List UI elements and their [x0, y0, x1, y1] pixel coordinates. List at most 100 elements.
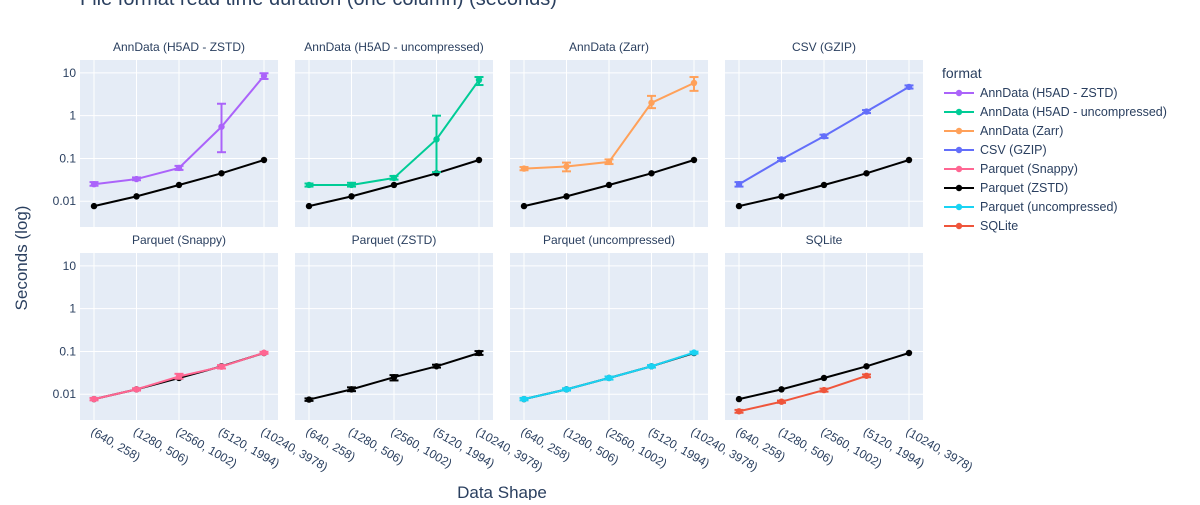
legend-label: AnnData (H5AD - uncompressed)	[980, 105, 1167, 119]
facet-panel: 0.01 0.1 1 10 AnnData (H5AD - ZSTD)	[53, 40, 278, 227]
series-point	[390, 374, 398, 381]
legend-label: Parquet (ZSTD)	[980, 181, 1068, 195]
reference-series-point	[778, 386, 785, 393]
legend-entry[interactable]: Parquet (Snappy)	[944, 162, 1078, 176]
series-point	[648, 363, 655, 370]
legend-marker-swatch	[955, 165, 963, 173]
series-point	[433, 136, 440, 143]
facet-title: AnnData (H5AD - ZSTD)	[113, 40, 245, 54]
reference-series-point	[820, 181, 828, 189]
legend-entry[interactable]: CSV (GZIP)	[944, 143, 1047, 157]
series-point	[735, 408, 743, 415]
legend-label: Parquet (Snappy)	[980, 162, 1078, 176]
reference-series-point	[735, 395, 743, 403]
legend-entry[interactable]: Parquet (ZSTD)	[944, 181, 1068, 195]
reference-series-point	[648, 170, 655, 177]
reference-series-point	[390, 181, 398, 189]
reference-series-point	[690, 156, 698, 164]
facet-panels: 0.01 0.1 1 10 AnnData (H5AD - ZSTD) AnnData (…	[53, 40, 976, 474]
series-point	[175, 373, 183, 380]
series-point	[260, 349, 268, 357]
reference-series-point	[863, 170, 870, 177]
legend-marker-swatch	[955, 127, 963, 135]
legend-label: AnnData (H5AD - ZSTD)	[980, 86, 1118, 100]
x-axis-title: Data Shape	[457, 483, 547, 500]
facet-title: AnnData (Zarr)	[569, 40, 649, 54]
series-point	[605, 374, 613, 382]
series-point	[433, 363, 440, 370]
series-point	[863, 108, 870, 115]
legend-entry[interactable]: SQLite	[944, 219, 1018, 233]
facet-panel: AnnData (H5AD - uncompressed)	[295, 40, 493, 227]
series-point	[218, 123, 225, 130]
series-point	[778, 398, 785, 405]
legend-marker-swatch	[955, 89, 963, 97]
facet-panel: Parquet (ZSTD)(640, 258)(1280, 506)(2560…	[295, 233, 545, 474]
error-bar	[432, 114, 441, 174]
series-point	[133, 386, 140, 393]
series-line	[738, 374, 867, 413]
series-point	[905, 83, 913, 91]
legend-label: AnnData (Zarr)	[980, 124, 1063, 138]
series-point	[133, 175, 140, 183]
legend-marker-swatch	[955, 146, 963, 154]
y-tick-label: 10	[63, 259, 77, 273]
facet-title: Parquet (ZSTD)	[352, 233, 437, 247]
reference-series-point	[475, 156, 483, 164]
reference-series-point	[133, 193, 140, 200]
legend-title: format	[942, 65, 982, 81]
legend-entry[interactable]: Parquet (uncompressed)	[944, 200, 1118, 214]
legend-label: SQLite	[980, 219, 1018, 233]
series-point	[260, 72, 268, 80]
reference-series-point	[305, 202, 313, 210]
y-tick-label: 0.1	[59, 151, 76, 165]
series-point	[305, 181, 313, 189]
legend-entry[interactable]: AnnData (Zarr)	[944, 124, 1063, 138]
reference-series-point	[778, 193, 785, 200]
series-point	[348, 386, 355, 393]
series-point	[863, 372, 870, 379]
series-point	[648, 99, 655, 106]
reference-series-point	[260, 156, 268, 164]
facet-title: CSV (GZIP)	[792, 40, 856, 54]
legend-label: Parquet (uncompressed)	[980, 200, 1118, 214]
legend-label: CSV (GZIP)	[980, 143, 1047, 157]
reference-series-point	[863, 363, 870, 370]
facet-title: AnnData (H5AD - uncompressed)	[304, 40, 483, 54]
legend: AnnData (H5AD - ZSTD) AnnData (H5AD - unc…	[944, 86, 1167, 233]
y-tick-label: 1	[69, 302, 76, 316]
series-point	[563, 163, 570, 170]
reference-series-point	[175, 181, 183, 189]
reference-series-point	[905, 156, 913, 164]
reference-series-point	[348, 193, 355, 200]
facet-panel: AnnData (Zarr)	[510, 40, 708, 227]
chart-title: File format read time duration (one colu…	[80, 0, 557, 10]
facet-title: Parquet (uncompressed)	[543, 233, 675, 247]
series-point	[348, 181, 355, 189]
y-tick-label: 1	[69, 109, 76, 123]
series-point	[563, 386, 570, 393]
series-point	[520, 395, 528, 403]
series-point	[90, 181, 98, 188]
series-point	[820, 386, 828, 394]
legend-entry[interactable]: AnnData (H5AD - ZSTD)	[944, 86, 1118, 100]
series-point	[735, 181, 743, 188]
series-point	[520, 165, 528, 172]
reference-series-point	[520, 202, 528, 210]
reference-series-point	[735, 202, 743, 210]
reference-series-point	[563, 193, 570, 200]
series-point	[218, 363, 225, 370]
series-point	[820, 133, 828, 140]
legend-entry[interactable]: AnnData (H5AD - uncompressed)	[944, 105, 1167, 119]
y-tick-label: 0.01	[53, 387, 77, 401]
legend-marker-swatch	[955, 184, 963, 192]
series-point	[475, 76, 483, 84]
y-tick-label: 10	[63, 66, 77, 80]
legend-marker-swatch	[955, 222, 963, 230]
series-point	[690, 79, 698, 87]
y-tick-label: 0.1	[59, 344, 76, 358]
series-point	[778, 156, 785, 163]
series-point	[690, 349, 698, 356]
